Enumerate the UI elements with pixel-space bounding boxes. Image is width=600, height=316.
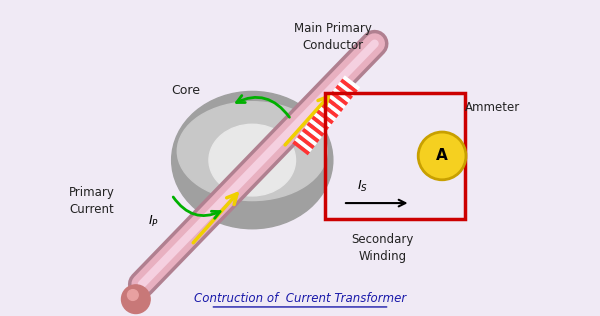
Circle shape [418,132,466,180]
Text: Ammeter: Ammeter [464,100,520,113]
Text: Core: Core [171,84,200,97]
Bar [325,93,466,219]
Circle shape [127,290,138,301]
Text: Contruction of  Current Transformer: Contruction of Current Transformer [194,292,406,305]
Ellipse shape [177,102,327,201]
Text: A: A [436,149,448,163]
Text: Main Primary
Conductor: Main Primary Conductor [294,21,372,52]
Text: $I_P$: $I_P$ [148,213,159,228]
Text: Secondary
Winding: Secondary Winding [351,233,413,263]
Circle shape [122,285,150,313]
Ellipse shape [209,124,296,196]
Text: Primary
Current: Primary Current [70,186,115,216]
Text: $I_S$: $I_S$ [357,179,368,194]
Ellipse shape [172,91,333,229]
